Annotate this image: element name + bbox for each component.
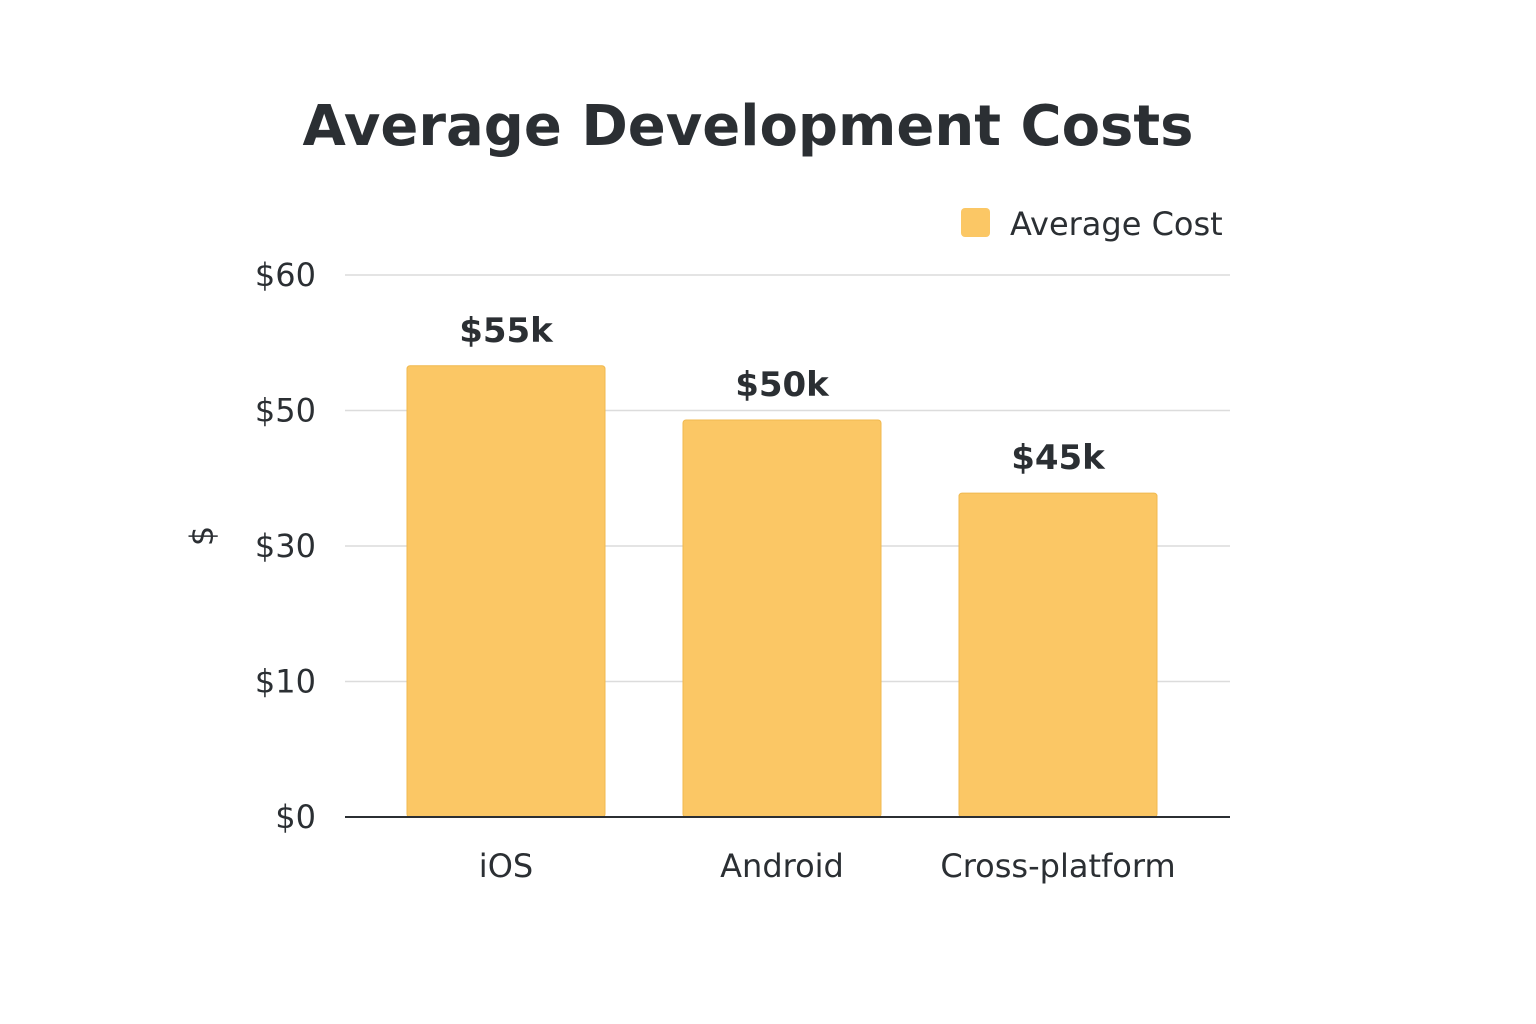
y-tick-label: $0	[275, 798, 316, 836]
y-axis-label: $	[183, 526, 221, 546]
category-label-ios: iOS	[479, 847, 533, 885]
data-label-cross-platform: $45k	[1011, 438, 1106, 478]
bar-android	[682, 419, 882, 818]
bar-cross-platform	[958, 492, 1158, 818]
data-label-android: $50k	[735, 365, 830, 405]
x-axis-categories: iOS Android Cross-platform	[479, 847, 1176, 885]
y-axis-ticks: $0 $10 $30 $50 $60	[255, 256, 316, 836]
data-label-ios: $55k	[459, 311, 554, 351]
y-tick-label: $30	[255, 527, 316, 565]
legend-swatch	[961, 208, 990, 237]
chart-title: Average Development Costs	[303, 94, 1194, 159]
legend: Average Cost	[961, 205, 1223, 243]
data-labels: $55k $50k $45k	[459, 311, 1106, 478]
y-tick-label: $10	[255, 663, 316, 701]
category-label-android: Android	[720, 847, 844, 885]
bar-ios	[406, 365, 606, 818]
y-tick-label: $50	[255, 392, 316, 430]
category-label-cross-platform: Cross-platform	[940, 847, 1175, 885]
legend-label: Average Cost	[1010, 205, 1223, 243]
y-tick-label: $60	[255, 256, 316, 294]
bars	[406, 365, 1158, 818]
